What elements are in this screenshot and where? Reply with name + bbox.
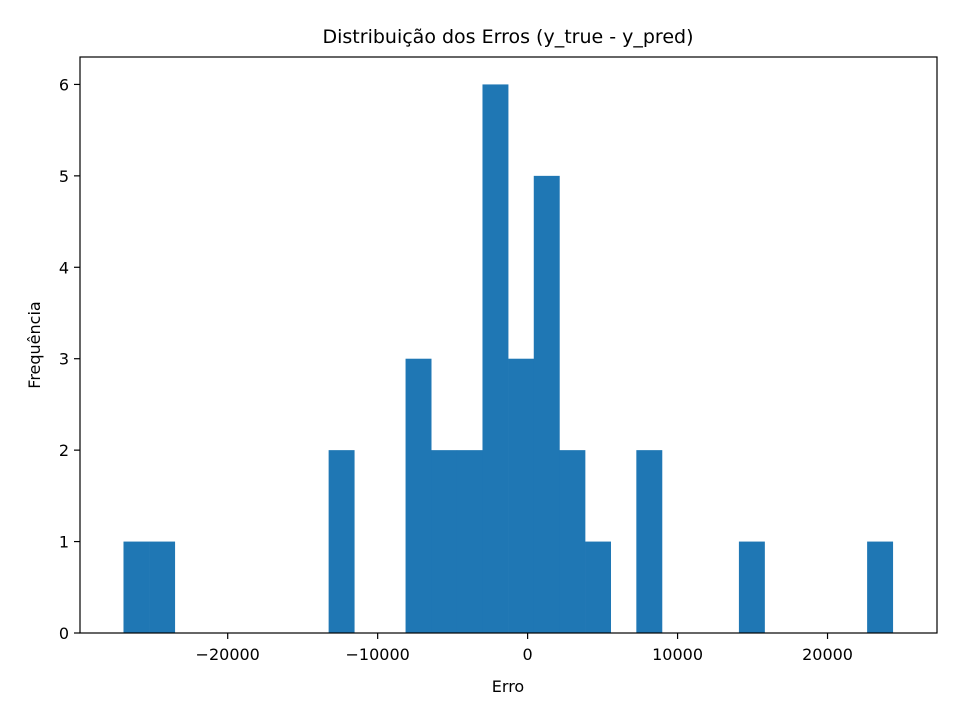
histogram-bar <box>585 541 611 633</box>
bars-group <box>123 84 894 633</box>
histogram-bar <box>456 450 483 633</box>
x-tick-label: −20000 <box>196 645 260 664</box>
plot-frame <box>79 56 938 634</box>
y-tick-label: 5 <box>59 167 69 186</box>
y-tick-label: 2 <box>59 441 69 460</box>
chart-title: Distribuição dos Erros (y_true - y_pred) <box>323 26 694 48</box>
y-tick-label: 6 <box>59 75 69 94</box>
histogram-bar <box>533 175 560 633</box>
x-tick-label: 20000 <box>802 645 853 664</box>
x-tick-label: −10000 <box>346 645 410 664</box>
histogram-bar <box>405 358 432 633</box>
y-tick-label: 1 <box>59 533 69 552</box>
histogram-bar <box>738 541 765 633</box>
histogram-bar <box>482 84 509 633</box>
x-axis-ticks: −20000 −10000 0 10000 20000 <box>196 633 853 664</box>
y-tick-label: 3 <box>59 350 69 369</box>
y-tick-label: 0 <box>59 624 69 643</box>
histogram-bar <box>123 541 150 633</box>
histogram-bar <box>867 541 894 633</box>
x-tick-label: 0 <box>523 645 533 664</box>
x-tick-label: 10000 <box>652 645 703 664</box>
x-axis-label: Erro <box>492 677 524 696</box>
histogram-bar <box>559 450 586 633</box>
y-axis-ticks: 0 1 2 3 4 5 6 <box>59 75 80 643</box>
histogram-bar <box>149 541 176 633</box>
y-axis-label: Frequência <box>25 301 44 388</box>
histogram-bar <box>636 450 663 633</box>
histogram-bar <box>328 450 355 633</box>
histogram-bar <box>431 450 458 633</box>
histogram-bar <box>508 358 535 633</box>
y-tick-label: 4 <box>59 258 69 277</box>
